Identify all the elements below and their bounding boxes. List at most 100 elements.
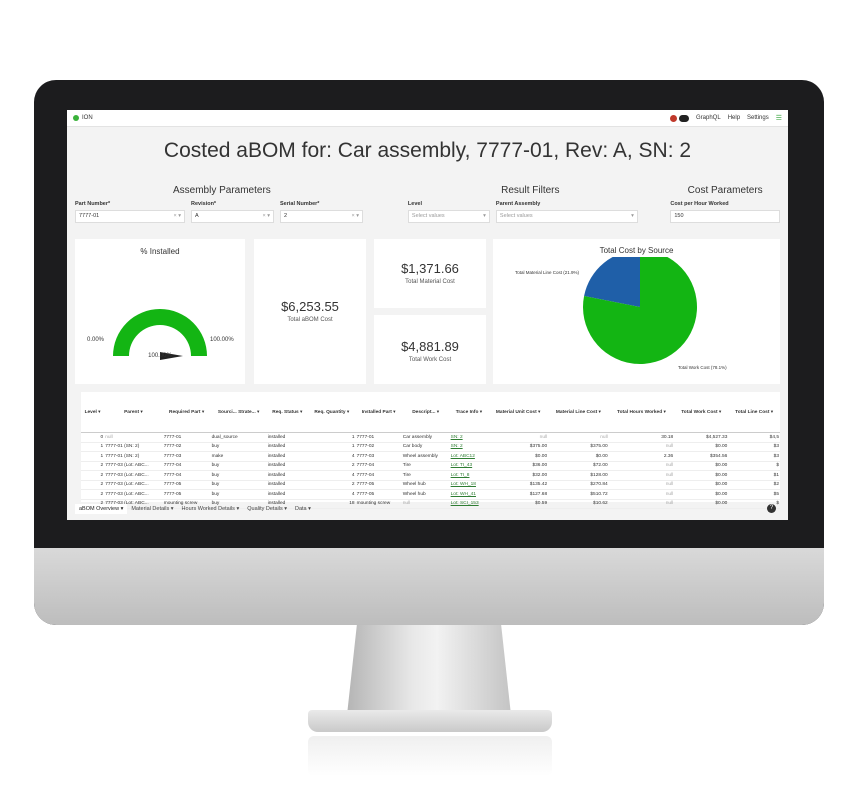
table-cell: null (608, 461, 675, 471)
page-title: Costed aBOM for: Car assembly, 7777-01, … (163, 139, 692, 162)
ion-logo-icon (73, 115, 79, 121)
revision-select[interactable]: A × ▾ (191, 210, 274, 223)
gauge-fill (113, 309, 207, 356)
tab-quality-details[interactable]: Quality Details ▾ (247, 506, 287, 512)
parent-assembly-select[interactable]: Select values ▾ (495, 210, 638, 223)
table-cell: 7777-05 (162, 489, 211, 500)
column-header[interactable]: Parent ▾ (104, 392, 163, 433)
serial-number-select[interactable]: 2 × ▾ (280, 210, 363, 223)
column-header[interactable]: Required Part ▾ (162, 392, 211, 433)
table-row[interactable]: 0 null 7777-01 dual_source installed 1 7777-01… (81, 432, 780, 443)
tab-data[interactable]: Data ▾ (295, 506, 311, 512)
table-cell: null (401, 499, 450, 509)
help-icon[interactable]: ? (767, 504, 776, 513)
table-cell: buy (210, 461, 267, 471)
cost-per-hour-input[interactable]: 150 (670, 210, 781, 223)
topbar: ION GraphQL Help Settings ☰ (67, 110, 788, 127)
table-cell[interactable]: SN: 2 (449, 442, 489, 452)
table-cell: 7777-04 (162, 470, 211, 481)
table-cell: Car body (401, 442, 450, 452)
gauge-needle (160, 352, 183, 360)
table-row[interactable]: 2 7777-03 (Lot: ABC... 7777-04 buy installed… (81, 461, 780, 471)
table-row[interactable]: 2 7777-03 (Lot: ABC... 7777-05 buy installed… (81, 489, 780, 500)
user-badge-icon[interactable] (679, 114, 689, 122)
total-abom-value: $6,253.55 (281, 299, 339, 314)
column-header[interactable]: Sourci... Strate... ▾ (210, 392, 267, 433)
pie-slice-material[interactable] (584, 257, 640, 307)
column-header[interactable]: Descript... ▾ (401, 392, 450, 433)
menu-icon[interactable]: ☰ (775, 115, 782, 122)
tab-abom-overview[interactable]: aBOM Overview ▾ (75, 504, 128, 514)
assembly-params-title: Assembly Parameters (172, 185, 271, 196)
table-cell[interactable]: Lot: ABC12 (449, 451, 489, 462)
table-cell[interactable]: Lot: TI_43 (449, 461, 489, 471)
imac-reflection (308, 736, 552, 776)
table-cell: $4,5 (728, 432, 780, 443)
tab-material-details[interactable]: Material Details ▾ (131, 506, 174, 512)
clear-dropdown-icon[interactable]: × ▾ (351, 213, 359, 219)
table-cell: mounting screw (162, 499, 211, 509)
clear-dropdown-icon[interactable]: × ▾ (173, 213, 181, 219)
column-header[interactable]: Trace Info ▾ (449, 392, 489, 433)
table-cell: $354.56 (674, 451, 729, 462)
table-cell: installed (266, 461, 309, 471)
table-cell: Car assembly (401, 432, 450, 443)
part-number-select[interactable]: 7777-01 × ▾ (75, 210, 185, 223)
column-header[interactable]: Material Line Cost ▾ (548, 392, 609, 433)
table-cell[interactable]: Lot: SCI_153 (449, 499, 489, 509)
user-avatar[interactable] (670, 114, 677, 122)
table-cell: installed (266, 489, 309, 500)
nav-graphql[interactable]: GraphQL (696, 115, 721, 121)
table-row[interactable]: 1 7777-01 (SN: 2) 7777-03 make installed 4 777… (81, 451, 780, 462)
column-header[interactable]: Total Work Cost ▾ (674, 392, 729, 433)
table-cell[interactable]: Lot: TI_8 (449, 470, 489, 481)
table-header-row: Level ▾ Parent ▾ Required Part ▾ Sourci... … (81, 392, 780, 433)
installed-gauge (113, 309, 207, 360)
table-cell: 7777-03 (162, 451, 211, 462)
app-screen: ION GraphQL Help Settings ☰ Costed aBOM … (67, 110, 788, 520)
table-cell[interactable]: Lot: WH_18 (449, 480, 489, 490)
material-cost-label: Total Material Cost (405, 279, 455, 285)
chevron-down-icon[interactable]: ▾ (631, 213, 634, 219)
chevron-down-icon[interactable]: ▾ (483, 213, 486, 219)
table-cell: 7777-03 (355, 451, 402, 462)
table-cell: buy (210, 489, 267, 500)
column-header[interactable]: Material Unit Cost ▾ (488, 392, 549, 433)
table-row[interactable]: 1 7777-01 (SN: 2) 7777-02 buy installed 1 7777… (81, 442, 780, 452)
table-cell[interactable]: SN: 2 (449, 432, 489, 443)
column-header[interactable]: Req. Status ▾ (266, 392, 309, 433)
column-header[interactable]: Level ▾ (81, 392, 105, 433)
level-placeholder: Select values (411, 213, 445, 219)
cost-by-source-pie (583, 257, 697, 364)
level-select[interactable]: Select values ▾ (407, 210, 490, 223)
pie-slice-work[interactable] (583, 257, 697, 364)
table-row[interactable]: 2 7777-03 (Lot: ABC... 7777-04 buy installed… (81, 470, 780, 481)
column-header[interactable]: Total Hours Worked ▾ (608, 392, 675, 433)
tab-hours-worked-details[interactable]: Hours Worked Details ▾ (181, 506, 240, 512)
parent-assembly-label: Parent Assembly (495, 201, 541, 207)
clear-dropdown-icon[interactable]: × ▾ (262, 213, 270, 219)
nav-settings[interactable]: Settings (747, 115, 769, 121)
table-cell: 2 (81, 470, 105, 481)
imac-chin (34, 548, 824, 625)
app-name[interactable]: ION (82, 115, 93, 121)
table-cell: $1 (728, 470, 780, 481)
table-cell[interactable]: Lot: WH_41 (449, 489, 489, 500)
table-cell: $3 (728, 451, 780, 462)
nav-help[interactable]: Help (727, 115, 741, 121)
column-header[interactable]: Req. Quantity ▾ (308, 392, 356, 433)
column-header[interactable]: Installed Part ▾ (355, 392, 402, 433)
table-cell: $ (728, 499, 780, 509)
table-row[interactable]: 2 7777-03 (Lot: ABC... 7777-05 buy installed… (81, 480, 780, 490)
parent-assembly-placeholder: Select values (499, 213, 533, 219)
tab-label: Quality Details (247, 506, 283, 512)
table-cell: 18 (308, 499, 356, 509)
result-filters: Result Filters Level Select values ▾ Pare… (407, 185, 653, 223)
column-header[interactable]: Total Line Cost ▾ (728, 392, 780, 433)
table-cell: 0 (81, 432, 105, 443)
table-cell: 7777-01 (SN: 2) (104, 451, 163, 462)
table-cell: 2 (81, 489, 105, 500)
pie-label-material: Total Material Line Cost (21.9%) (515, 270, 580, 275)
table-cell: null (608, 470, 675, 481)
